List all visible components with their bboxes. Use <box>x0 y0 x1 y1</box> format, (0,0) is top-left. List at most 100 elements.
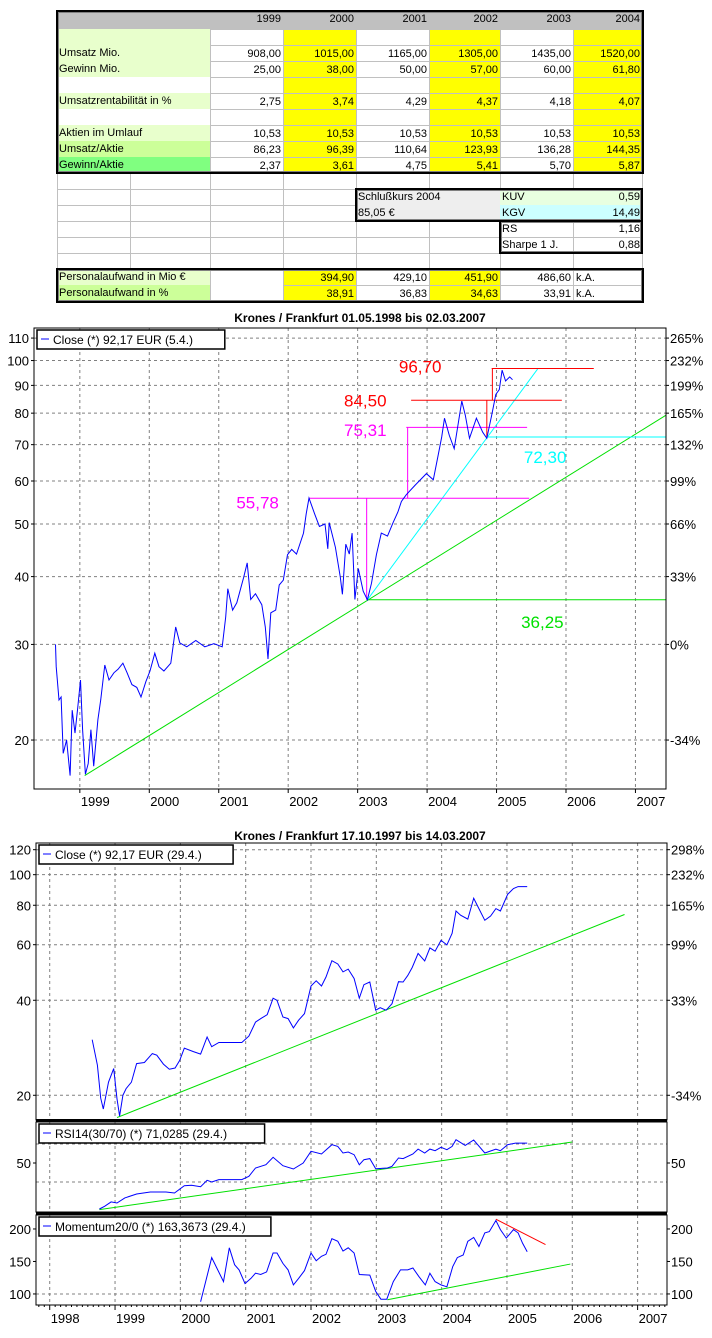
y-right-tick-label: 265% <box>670 331 704 346</box>
y-tick-label: 80 <box>15 406 29 421</box>
table-value <box>211 110 283 125</box>
personnel-value: 34,63 <box>430 286 500 301</box>
table-value <box>211 30 283 45</box>
x-tick-label: 1999 <box>116 1311 145 1326</box>
table-value: 5,41 <box>430 158 500 173</box>
trend-line <box>84 414 667 777</box>
table-value: 1165,00 <box>357 46 429 61</box>
empty-cell <box>429 205 500 221</box>
table-value: 10,53 <box>574 126 642 141</box>
y-right-tick-label: 232% <box>671 868 705 883</box>
x-tick-label: 2007 <box>636 794 665 809</box>
table-value <box>284 110 356 125</box>
legend-label: Close (*) 92,17 EUR (29.4.) <box>55 848 202 862</box>
grid-line <box>57 253 642 254</box>
header-corner <box>57 11 210 29</box>
y-tick-label: 100 <box>7 354 29 369</box>
table-value <box>357 78 429 93</box>
table-value: 1305,00 <box>430 46 500 61</box>
table-value: 3,61 <box>284 158 356 173</box>
personnel-value: 36,83 <box>357 286 429 301</box>
grid-line <box>573 11 574 301</box>
x-tick-label: 2003 <box>359 794 388 809</box>
y-right-tick-label: 165% <box>671 898 705 913</box>
table-value: 38,00 <box>284 62 356 77</box>
column-header-year: 1999 <box>210 11 283 29</box>
price-series-line <box>91 886 528 1117</box>
x-tick-label: 2003 <box>377 1311 406 1326</box>
row-label: Gewinn Mio. <box>57 61 210 77</box>
table-value: 1520,00 <box>574 46 642 61</box>
grid-line <box>57 237 642 238</box>
table-value: 123,93 <box>430 142 500 157</box>
level-label: 75,31 <box>344 421 387 440</box>
table-value: 61,80 <box>574 62 642 77</box>
y-right-tick-label: 50 <box>671 1156 685 1171</box>
panel-separator <box>36 1119 667 1122</box>
y-right-tick-label: 66% <box>670 517 696 532</box>
table-value: 10,53 <box>284 126 356 141</box>
table-value: 908,00 <box>211 46 283 61</box>
table-value: 10,53 <box>211 126 283 141</box>
level-label: 84,50 <box>344 392 387 411</box>
table-value: 4,29 <box>357 94 429 109</box>
kuv-label: KUV <box>500 189 573 205</box>
personnel-value: 451,90 <box>430 270 500 285</box>
column-header-year: 2003 <box>500 11 573 29</box>
legend-label: Close (*) 92,17 EUR (5.4.) <box>53 333 193 347</box>
row-label <box>57 77 210 93</box>
table-value <box>574 110 642 125</box>
x-tick-label: 2005 <box>508 1311 537 1326</box>
table-value <box>501 78 573 93</box>
personnel-value: 33,91 <box>501 286 573 301</box>
table-value <box>211 78 283 93</box>
table-value: 5,87 <box>574 158 642 173</box>
personnel-label: Personalaufwand in Mio € <box>57 269 210 285</box>
table-value: 2,75 <box>211 94 283 109</box>
legend-box <box>36 329 226 350</box>
row-label: Aktien im Umlauf <box>57 125 210 141</box>
x-tick-label: 2005 <box>498 794 527 809</box>
y-tick-label: 60 <box>17 938 31 953</box>
table-value: 1435,00 <box>501 46 573 61</box>
y-tick-label: 20 <box>17 1088 31 1103</box>
x-tick-label: 2001 <box>220 794 249 809</box>
y-right-tick-label: 99% <box>671 938 697 953</box>
table-value <box>574 78 642 93</box>
y-tick-label: 200 <box>9 1222 31 1237</box>
kuv-value: 0,59 <box>573 189 642 205</box>
chart-title: Krones / Frankfurt 17.10.1997 bis 14.03.… <box>234 829 486 843</box>
personnel-value: k.A. <box>574 270 642 285</box>
x-tick-label: 2006 <box>573 1311 602 1326</box>
grid-line <box>57 141 642 142</box>
table-value <box>501 110 573 125</box>
y-right-tick-label: 100 <box>671 1287 693 1302</box>
trend-line <box>495 1218 546 1246</box>
y-right-tick-label: 33% <box>670 570 696 585</box>
x-tick-label: 2004 <box>428 794 457 809</box>
grid-line <box>57 109 642 110</box>
personnel-value: 486,60 <box>501 270 573 285</box>
row-label <box>57 109 210 125</box>
table-value: 1015,00 <box>284 46 356 61</box>
y-tick-label: 20 <box>15 733 29 748</box>
close-price-label: Schlußkurs 2004 <box>356 189 500 205</box>
y-tick-label: 150 <box>9 1254 31 1269</box>
rs-label: RS <box>500 221 573 237</box>
y-right-tick-label: 150 <box>671 1254 693 1269</box>
table-value <box>574 30 642 45</box>
table-value: 2,37 <box>211 158 283 173</box>
grid-line <box>500 11 501 301</box>
table-value <box>284 30 356 45</box>
grid-line <box>57 205 642 206</box>
y-right-tick-label: 199% <box>670 378 704 393</box>
grid-line <box>210 11 211 301</box>
grid-line <box>57 189 642 190</box>
personnel-label: Personalaufwand in % <box>57 285 210 301</box>
table-value <box>284 78 356 93</box>
trend-line <box>99 1141 573 1211</box>
column-header-year: 2000 <box>283 11 356 29</box>
legend: RSI14(30/70) (*) 71,0285 (29.4.) <box>38 1123 266 1144</box>
table-value <box>357 30 429 45</box>
y-right-tick-label: 33% <box>671 993 697 1008</box>
